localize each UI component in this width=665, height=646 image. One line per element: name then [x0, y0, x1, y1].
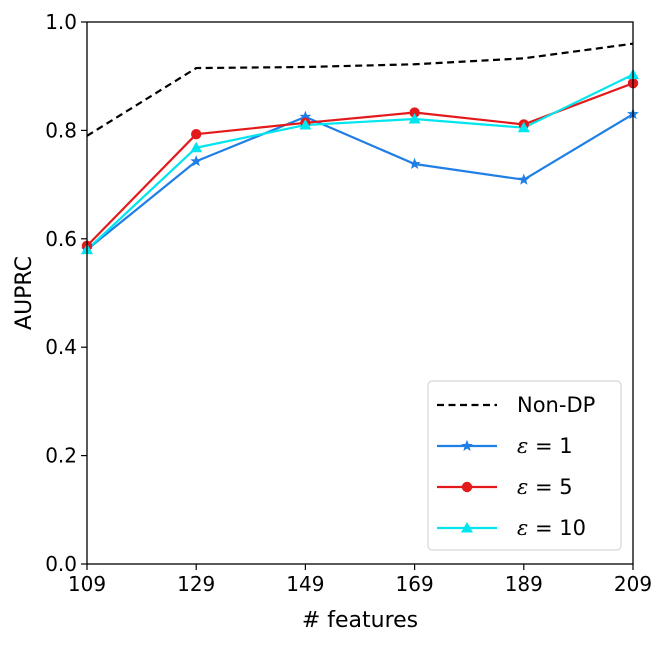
y-axis-title: AUPRC	[12, 256, 37, 330]
x-tick-label: 169	[396, 572, 434, 596]
data-point	[190, 155, 203, 167]
y-tick-label: 0.2	[45, 444, 77, 468]
x-tick-label: 189	[505, 572, 543, 596]
legend: Non-DP ε = 1 ε = 5 ε = 10	[427, 380, 622, 551]
legend-label: ε = 10	[517, 516, 586, 540]
data-point	[191, 128, 202, 140]
legend-marker	[461, 522, 473, 533]
legend-marker	[461, 481, 473, 493]
x-axis-title: # features	[302, 608, 418, 633]
y-tick-label: 1.0	[45, 10, 77, 34]
data-point	[190, 141, 203, 153]
y-tick-label: 0.4	[45, 335, 77, 359]
legend-label: Non-DP	[517, 393, 595, 417]
series-lines	[86, 42, 634, 251]
data-point	[299, 110, 312, 122]
data-point	[409, 107, 420, 118]
x-tick-label: 209	[614, 572, 652, 596]
series-line-3	[86, 73, 634, 251]
plot-frame	[86, 21, 634, 565]
legend-frame	[427, 380, 622, 551]
y-tick-label: 0.8	[45, 118, 77, 142]
series-line-1	[86, 113, 634, 251]
x-tick-label: 129	[177, 572, 215, 596]
data-point	[408, 157, 421, 170]
y-tick-label: 0.0	[45, 552, 77, 576]
x-tick-label: 149	[286, 572, 324, 596]
y-tick-label: 0.6	[45, 227, 77, 251]
x-axis-ticks: 109 129 149 169 189 209	[68, 564, 652, 596]
x-tick-label: 109	[68, 572, 106, 596]
legend-label: ε = 5	[517, 475, 573, 499]
y-axis-ticks: 0.0 0.2 0.4 0.6 0.8 1.0	[45, 10, 87, 576]
series-line-0	[86, 42, 634, 137]
data-point	[517, 121, 530, 133]
data-point	[517, 173, 530, 185]
legend-marker	[461, 439, 473, 452]
data-point	[299, 118, 312, 130]
series-line-2	[86, 82, 634, 247]
legend-label: ε = 1	[517, 434, 573, 458]
data-point	[408, 113, 421, 124]
